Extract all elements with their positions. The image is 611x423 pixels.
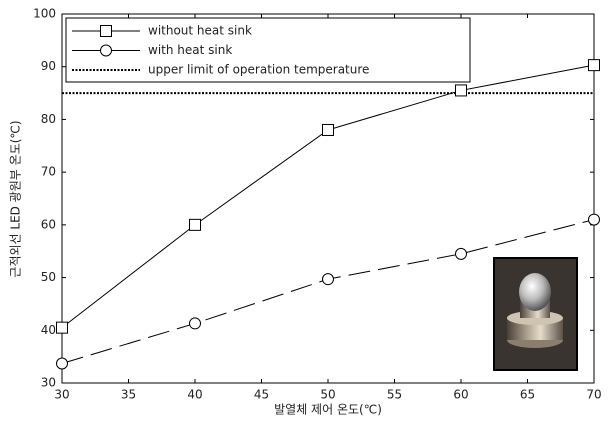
x-tick-label: 30 — [54, 388, 69, 402]
x-tick-label: 70 — [586, 388, 601, 402]
marker — [189, 317, 201, 330]
y-axis-label: 근적외선 LED 광원부 온도(℃) — [9, 120, 23, 277]
legend-marker — [100, 25, 112, 37]
y-tick-label: 40 — [41, 323, 56, 337]
y-tick-label: 50 — [41, 270, 56, 284]
x-axis-label: 발열체 제어 온도(℃) — [274, 403, 382, 417]
legend-label: with heat sink — [148, 43, 232, 57]
x-tick-label: 35 — [121, 388, 136, 402]
x-tick-label: 55 — [387, 388, 402, 402]
legend-label: upper limit of operation temperature — [148, 63, 369, 77]
marker — [189, 218, 201, 231]
x-tick-label: 40 — [187, 388, 202, 402]
x-tick-label: 45 — [254, 388, 269, 402]
y-tick-label: 60 — [41, 217, 56, 231]
y-tick-label: 70 — [41, 165, 56, 179]
legend: without heat sink with heat sink upper lim… — [65, 17, 471, 83]
y-tick-label: 30 — [41, 376, 56, 390]
x-tick-label: 50 — [320, 388, 335, 402]
legend-label: without heat sink — [148, 24, 252, 38]
marker — [322, 123, 334, 136]
marker — [56, 357, 68, 370]
y-tick-label: 90 — [41, 59, 56, 73]
inset-photo — [493, 257, 578, 371]
x-tick-label: 60 — [453, 388, 468, 402]
y-tick-label: 100 — [33, 7, 56, 21]
x-tick-label: 65 — [520, 388, 535, 402]
marker — [588, 213, 600, 226]
marker — [56, 321, 68, 334]
marker — [455, 84, 467, 97]
marker — [588, 59, 600, 72]
marker — [322, 273, 334, 286]
marker — [455, 247, 467, 260]
legend-marker — [100, 44, 112, 57]
y-tick-label: 80 — [41, 112, 56, 126]
